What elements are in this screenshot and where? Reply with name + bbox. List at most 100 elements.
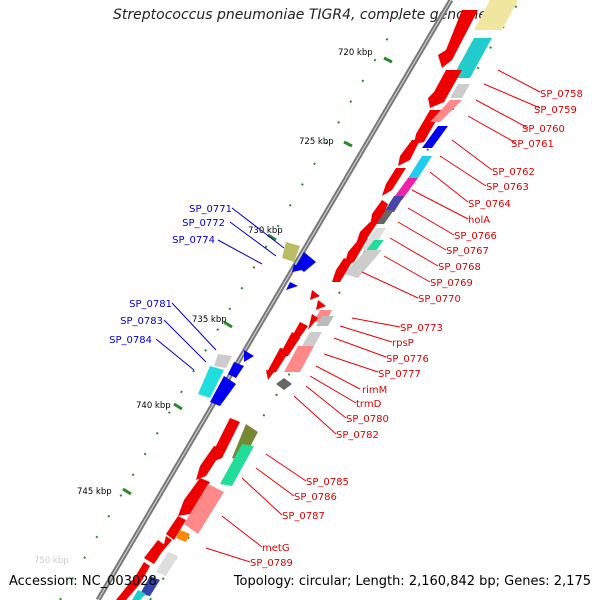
gene-label-sp0767: SP_0767 bbox=[446, 246, 489, 257]
gene-feature bbox=[292, 264, 302, 272]
gene-label-sp0763: SP_0763 bbox=[486, 182, 529, 193]
gene-label-sp0766: SP_0766 bbox=[454, 231, 497, 242]
gene-feature bbox=[266, 348, 290, 374]
gene-feature bbox=[308, 314, 318, 330]
genes-value: 2,175 bbox=[553, 574, 591, 589]
gene-feature bbox=[316, 316, 334, 326]
genome-backbone bbox=[95, 0, 454, 600]
gene-feature bbox=[310, 290, 320, 300]
kbp-tick-marks bbox=[122, 56, 393, 496]
gene-feature bbox=[282, 242, 300, 262]
gene-feature bbox=[344, 250, 382, 278]
gene-feature bbox=[276, 378, 292, 390]
gene-feature bbox=[398, 140, 420, 166]
gene-label-sp0759: SP_0759 bbox=[534, 105, 577, 116]
gene-feature bbox=[198, 366, 224, 398]
tick-label-750: 750 kbp bbox=[34, 556, 69, 566]
gene-label-sp0769: SP_0769 bbox=[430, 278, 473, 289]
gene-feature bbox=[178, 478, 210, 516]
tick-label-740: 740 kbp bbox=[136, 401, 171, 411]
gene-label-sp0771: SP_0771 bbox=[189, 204, 232, 215]
gene-label-sp0780: SP_0780 bbox=[346, 414, 389, 425]
gene-feature bbox=[362, 228, 386, 250]
tick-mark-725 bbox=[343, 140, 353, 148]
topology-label: Topology: bbox=[233, 574, 295, 589]
gene-label-sp0786: SP_0786 bbox=[294, 492, 337, 503]
gene-label-sp0781: SP_0781 bbox=[129, 299, 172, 310]
gene-label-rpsp: rpsP bbox=[392, 338, 414, 349]
gene-feature bbox=[370, 200, 388, 228]
gene-feature bbox=[144, 540, 166, 564]
gene-label-trmd: trmD bbox=[356, 399, 382, 410]
gene-label-sp0787: SP_0787 bbox=[282, 511, 325, 522]
gene-feature bbox=[156, 552, 178, 576]
accession-label: Accession: bbox=[9, 574, 78, 589]
tick-mark-735 bbox=[223, 320, 233, 329]
gene-feature bbox=[286, 282, 298, 290]
map-title: Streptococcus pneumoniae TIGR4, complete… bbox=[113, 7, 487, 23]
gene-feature bbox=[384, 196, 404, 212]
gene-label-rimm: rimM bbox=[362, 385, 387, 396]
length-value: 2,160,842 bp bbox=[408, 574, 496, 589]
gene-feature bbox=[132, 562, 150, 584]
gene-feature bbox=[184, 484, 224, 534]
gene-feature bbox=[140, 576, 160, 596]
gene-feature bbox=[452, 38, 492, 78]
tick-mark-730 bbox=[267, 233, 277, 242]
gene-feature bbox=[382, 168, 406, 196]
genome-stats: Topology: circular; Length: 2,160,842 bp… bbox=[233, 574, 591, 589]
gene-label-sp0784: SP_0784 bbox=[109, 335, 152, 346]
gene-feature bbox=[430, 100, 462, 122]
accession-value: NC_003028 bbox=[81, 574, 157, 589]
gene-feature bbox=[392, 178, 418, 200]
gene-label-sp0789: SP_0789 bbox=[250, 558, 293, 569]
forward-genes bbox=[116, 0, 518, 600]
topology-value: circular bbox=[298, 574, 347, 589]
gene-feature bbox=[210, 376, 236, 406]
tick-mark-740 bbox=[173, 402, 183, 411]
gene-label-sp0782: SP_0782 bbox=[336, 430, 379, 441]
tick-label-725: 725 kbp bbox=[299, 137, 334, 147]
gene-feature bbox=[196, 446, 224, 480]
gene-label-sp0773: SP_0773 bbox=[400, 323, 443, 334]
gene-label-metg: metG bbox=[262, 543, 290, 554]
gene-feature bbox=[214, 354, 232, 368]
gene-label-sp0785: SP_0785 bbox=[306, 477, 349, 488]
reverse-leader-lines bbox=[155, 207, 285, 371]
gene-feature bbox=[296, 252, 316, 272]
tick-label-730: 730 kbp bbox=[248, 226, 283, 236]
gene-feature bbox=[244, 350, 254, 362]
gene-feature bbox=[438, 10, 478, 68]
gene-feature bbox=[266, 370, 274, 380]
gene-label-sp0776: SP_0776 bbox=[386, 354, 429, 365]
gene-feature bbox=[428, 70, 462, 108]
gene-label-sp0774: SP_0774 bbox=[172, 235, 215, 246]
gene-feature bbox=[422, 126, 448, 148]
tick-mark-720 bbox=[383, 56, 393, 64]
reverse-labels: SP_0771 SP_0772 SP_0774 SP_0781 SP_0783 … bbox=[109, 204, 232, 346]
gene-feature bbox=[176, 530, 190, 542]
gene-label-sp0772: SP_0772 bbox=[182, 218, 225, 229]
gene-feature bbox=[228, 362, 244, 378]
accession-info: Accession: NC_003028 bbox=[9, 574, 157, 589]
gene-feature bbox=[474, 0, 518, 30]
gene-label-sp0762: SP_0762 bbox=[492, 167, 535, 178]
gene-feature bbox=[166, 516, 186, 540]
gene-feature bbox=[376, 210, 394, 224]
tick-label-745: 745 kbp bbox=[77, 487, 112, 497]
forward-labels: SP_0758 SP_0759 SP_0760 SP_0761 SP_0762 … bbox=[250, 89, 583, 569]
gene-feature bbox=[344, 238, 368, 266]
gene-feature bbox=[284, 346, 314, 372]
length-label: Length: bbox=[355, 574, 405, 589]
outer-dotted-guide bbox=[59, 0, 411, 600]
gene-feature bbox=[220, 444, 254, 486]
gene-label-sp0770: SP_0770 bbox=[418, 294, 461, 305]
gene-label-sp0764: SP_0764 bbox=[468, 199, 511, 210]
gene-label-sp0768: SP_0768 bbox=[438, 262, 481, 273]
gene-label-sp0783: SP_0783 bbox=[120, 316, 163, 327]
gene-feature bbox=[408, 156, 432, 178]
gene-label-sp0758: SP_0758 bbox=[540, 89, 583, 100]
gene-label-sp0761: SP_0761 bbox=[511, 139, 554, 150]
